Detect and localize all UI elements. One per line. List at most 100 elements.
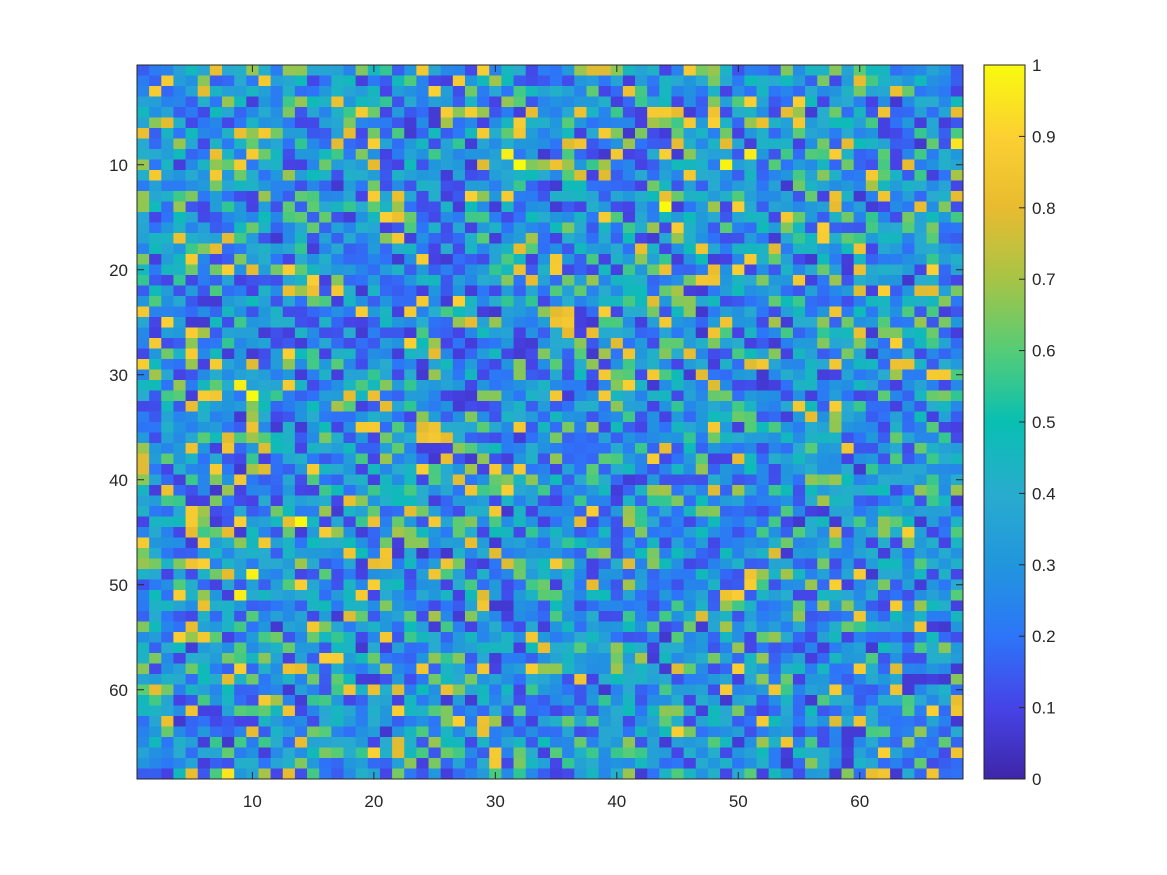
heatmap-cell xyxy=(707,411,721,423)
heatmap-cell xyxy=(307,86,320,97)
heatmap-cell xyxy=(622,537,636,549)
heatmap-cell xyxy=(610,495,624,507)
heatmap-cell xyxy=(817,485,830,496)
heatmap-cell xyxy=(890,506,903,517)
heatmap-cell xyxy=(647,264,660,276)
heatmap-cell xyxy=(246,695,259,706)
heatmap-cell xyxy=(270,485,284,496)
heatmap-cell xyxy=(197,327,211,339)
heatmap-cell xyxy=(829,432,842,444)
heatmap-cell xyxy=(537,380,551,391)
heatmap-cell xyxy=(222,747,235,759)
heatmap-cell xyxy=(173,747,186,759)
heatmap-cell xyxy=(598,180,612,192)
heatmap-cell xyxy=(234,663,247,675)
heatmap-cell xyxy=(574,768,587,780)
heatmap-cell xyxy=(780,264,794,276)
heatmap-cell xyxy=(185,558,199,570)
heatmap-cell xyxy=(319,653,332,664)
heatmap-cell xyxy=(404,506,417,517)
heatmap-cell xyxy=(683,621,697,633)
heatmap-cell xyxy=(683,506,697,517)
heatmap-cell xyxy=(343,170,357,181)
heatmap-cell xyxy=(331,558,344,570)
heatmap-cell xyxy=(501,663,514,675)
heatmap-cell xyxy=(209,621,223,633)
heatmap-cell xyxy=(829,264,842,276)
heatmap-cell xyxy=(525,758,539,769)
heatmap-cell xyxy=(671,548,685,559)
heatmap-cell xyxy=(416,695,429,706)
heatmap-cell xyxy=(489,317,502,328)
heatmap-cell xyxy=(270,170,284,181)
heatmap-cell xyxy=(865,222,879,234)
heatmap-cell xyxy=(902,180,915,192)
heatmap-cell xyxy=(525,138,539,150)
heatmap-cell xyxy=(282,380,296,391)
heatmap-cell xyxy=(258,107,272,118)
heatmap-cell xyxy=(950,516,964,528)
heatmap-cell xyxy=(161,327,174,339)
heatmap-cell xyxy=(294,369,308,381)
heatmap-cell xyxy=(282,705,296,717)
heatmap-cell xyxy=(902,107,915,118)
heatmap-cell xyxy=(829,359,842,370)
heatmap-cell xyxy=(246,138,259,150)
heatmap-cell xyxy=(586,474,599,486)
heatmap-cell xyxy=(355,170,369,181)
heatmap-cell xyxy=(161,737,174,748)
heatmap-cell xyxy=(902,768,915,780)
heatmap-cell xyxy=(404,264,417,276)
heatmap-cell xyxy=(319,537,332,549)
heatmap-cell xyxy=(732,243,745,255)
heatmap-cell xyxy=(367,348,381,360)
heatmap-cell xyxy=(562,149,575,160)
heatmap-cell xyxy=(622,642,636,654)
heatmap-cell xyxy=(805,117,818,129)
heatmap-cell xyxy=(890,642,903,654)
heatmap-cell xyxy=(428,590,442,601)
heatmap-cell xyxy=(671,338,685,349)
heatmap-cell xyxy=(647,170,660,181)
heatmap-cell xyxy=(610,464,624,475)
heatmap-cell xyxy=(950,348,964,360)
heatmap-cell xyxy=(440,390,454,402)
heatmap-cell xyxy=(513,579,527,591)
heatmap-cell xyxy=(647,275,660,286)
heatmap-cell xyxy=(574,222,587,234)
heatmap-cell xyxy=(428,128,442,139)
heatmap-cell xyxy=(246,653,259,664)
heatmap-cell xyxy=(805,726,818,738)
heatmap-cell xyxy=(392,422,405,433)
heatmap-cell xyxy=(209,653,223,664)
heatmap-cell xyxy=(829,380,842,391)
heatmap-cell xyxy=(622,390,636,402)
heatmap-cell xyxy=(501,149,514,160)
heatmap-cell xyxy=(282,474,296,486)
heatmap-cell xyxy=(683,75,697,87)
heatmap-cell xyxy=(319,348,332,360)
heatmap-cell xyxy=(222,107,235,118)
heatmap-cell xyxy=(707,548,721,559)
heatmap-cell xyxy=(817,317,830,328)
heatmap-cell xyxy=(841,159,855,171)
heatmap-cell xyxy=(841,411,855,423)
heatmap-cell xyxy=(161,359,174,370)
heatmap-cell xyxy=(477,275,490,286)
heatmap-cell xyxy=(222,338,235,349)
heatmap-cell xyxy=(355,432,369,444)
heatmap-cell xyxy=(768,726,782,738)
heatmap-cell xyxy=(149,243,162,255)
heatmap-cell xyxy=(659,348,672,360)
heatmap-cell xyxy=(805,527,818,538)
heatmap-cell xyxy=(161,632,174,643)
heatmap-cell xyxy=(890,485,903,496)
heatmap-cell xyxy=(635,180,648,192)
heatmap-cell xyxy=(513,264,527,276)
heatmap-cell xyxy=(853,705,867,717)
heatmap-cell xyxy=(938,537,952,549)
heatmap-cell xyxy=(938,222,952,234)
heatmap-cell xyxy=(379,233,393,244)
heatmap-cell xyxy=(865,296,879,307)
heatmap-cell xyxy=(938,306,952,318)
